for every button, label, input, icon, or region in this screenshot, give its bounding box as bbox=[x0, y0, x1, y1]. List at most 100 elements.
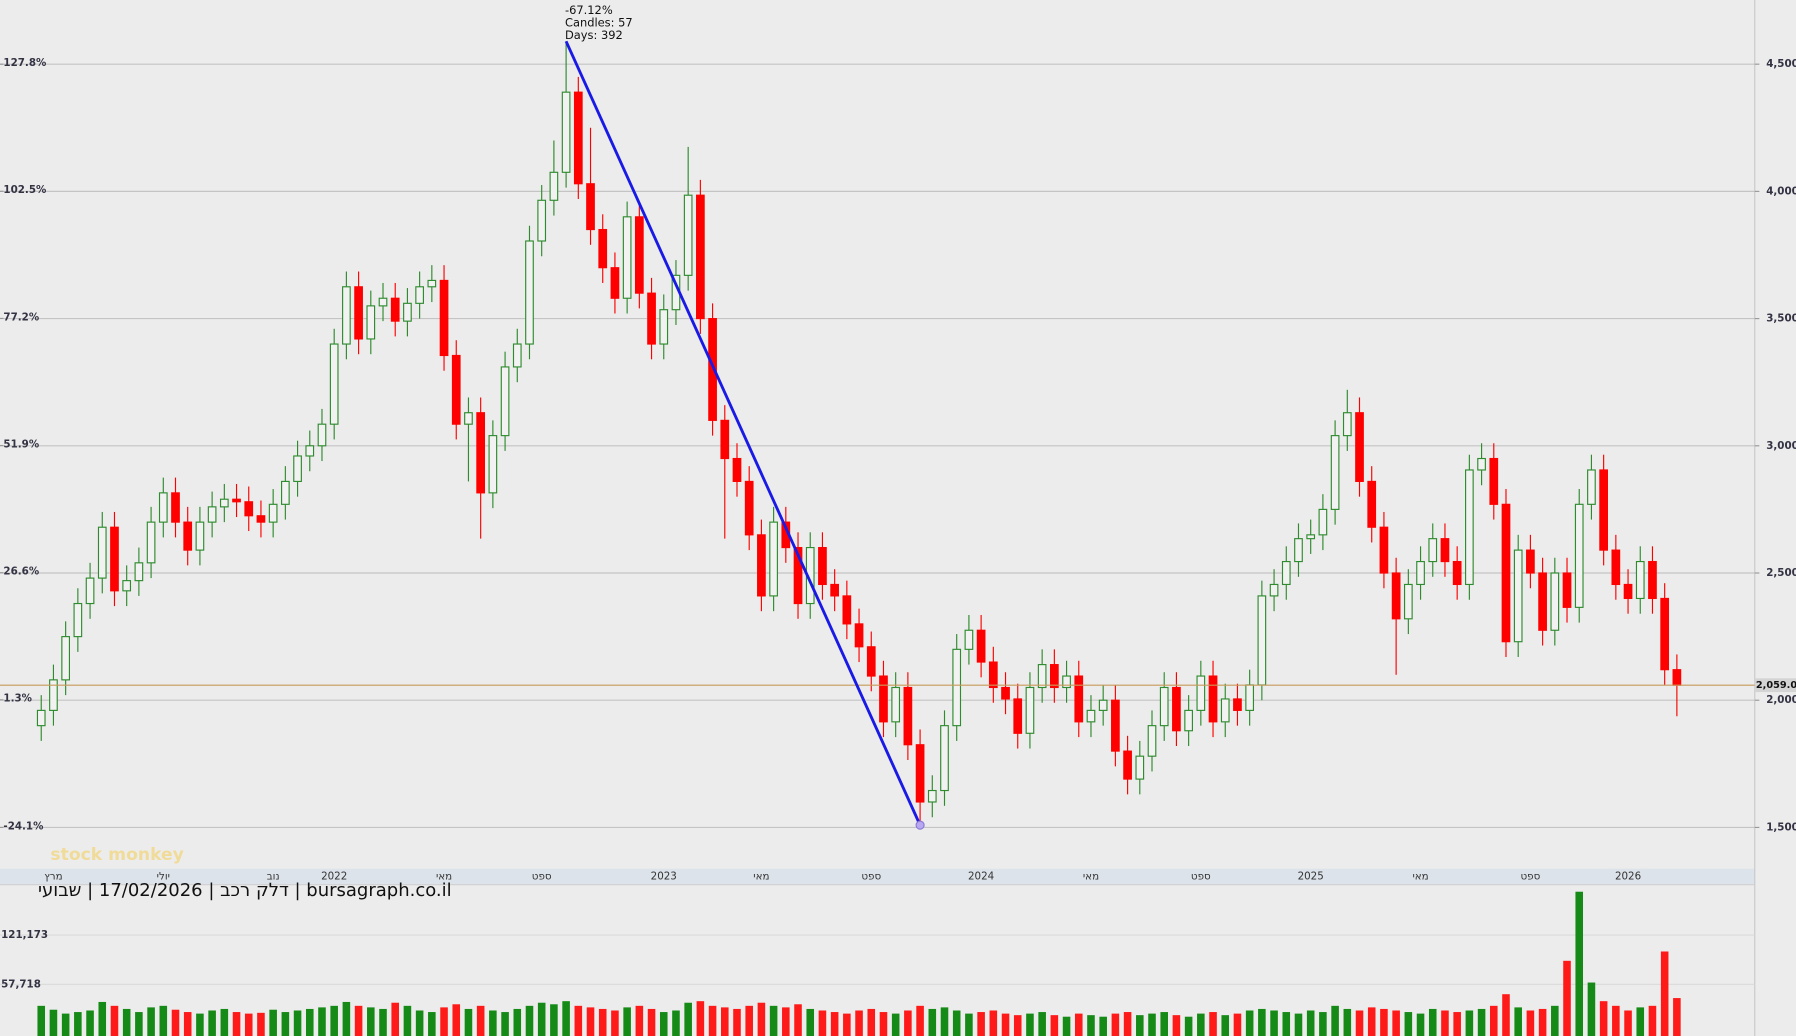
candle-body bbox=[757, 534, 766, 597]
candle-body bbox=[1111, 699, 1120, 752]
candle-body bbox=[1294, 538, 1303, 563]
candle-body bbox=[866, 646, 876, 677]
candle-body bbox=[1501, 503, 1511, 643]
candle-body bbox=[1562, 572, 1572, 608]
volume-bar bbox=[1148, 1013, 1156, 1036]
candle-body bbox=[1281, 560, 1291, 586]
volume-bar bbox=[269, 1009, 277, 1036]
candle-body bbox=[696, 194, 705, 320]
volume-bar bbox=[428, 1012, 436, 1036]
volume-bar bbox=[257, 1012, 265, 1036]
candle-body bbox=[61, 636, 71, 681]
volume-bar bbox=[1245, 1010, 1254, 1036]
candle-body bbox=[854, 623, 864, 648]
volume-bar bbox=[1001, 1013, 1010, 1036]
volume-bar bbox=[806, 1008, 815, 1036]
volume-bar bbox=[1526, 1010, 1535, 1036]
y2-tick-label: 102.5% bbox=[3, 184, 46, 196]
watermark: stock monkey bbox=[50, 845, 183, 865]
candle-body bbox=[622, 216, 632, 299]
volume-bar bbox=[281, 1012, 290, 1036]
volume-bar bbox=[1099, 1016, 1107, 1036]
y-tick-label: 3,000 bbox=[1766, 440, 1796, 452]
volume-bar bbox=[1184, 1016, 1193, 1036]
volume-bar bbox=[1587, 982, 1596, 1036]
candle-body bbox=[219, 498, 229, 508]
volume-bar bbox=[611, 1010, 619, 1036]
candle-body bbox=[415, 286, 424, 304]
candle-body bbox=[1574, 503, 1584, 608]
volume-bar bbox=[1392, 1010, 1400, 1036]
candle-body bbox=[1672, 669, 1682, 686]
candle-body bbox=[317, 423, 327, 447]
candle-body bbox=[366, 305, 376, 340]
volume-bar bbox=[208, 1010, 216, 1036]
volume-bar bbox=[1673, 998, 1681, 1036]
volume-bar bbox=[672, 1010, 680, 1036]
y-tick-label: 1,500 bbox=[1766, 821, 1796, 833]
candle-body bbox=[329, 343, 339, 425]
candle-body bbox=[256, 515, 266, 523]
x-tick-label: ספט bbox=[861, 871, 881, 883]
candle-body bbox=[1440, 538, 1450, 563]
volume-bar bbox=[354, 1005, 363, 1036]
candle-body bbox=[1416, 560, 1425, 586]
candle-body bbox=[1477, 457, 1486, 471]
volume-bar bbox=[1465, 1010, 1474, 1036]
volume-bar bbox=[647, 1008, 656, 1036]
volume-bar bbox=[965, 1013, 973, 1036]
x-tick-label: 2023 bbox=[651, 871, 677, 883]
volume-bar bbox=[476, 1005, 485, 1036]
y-tick-label: 2,500 bbox=[1766, 567, 1796, 579]
candle-body bbox=[610, 267, 620, 299]
candle-body bbox=[183, 521, 193, 551]
volume-bar bbox=[1306, 1010, 1315, 1036]
candle-body bbox=[573, 91, 583, 185]
volume-bar bbox=[1282, 1012, 1291, 1036]
last-price-label: 2,059.00 bbox=[1756, 680, 1796, 691]
candle-body bbox=[891, 686, 901, 723]
volume-bar bbox=[220, 1008, 229, 1036]
trendline bbox=[564, 40, 922, 826]
volume-bar bbox=[1136, 1015, 1144, 1036]
volume-bar bbox=[159, 1005, 168, 1036]
candle-body bbox=[97, 526, 107, 579]
candle-body bbox=[1355, 412, 1364, 482]
volume-bar bbox=[147, 1007, 155, 1036]
candle-body bbox=[403, 302, 412, 322]
candle-body bbox=[512, 343, 522, 368]
candle-body bbox=[1403, 583, 1413, 620]
candle-body bbox=[598, 228, 608, 269]
volume-bar bbox=[1477, 1008, 1486, 1036]
volume-bar bbox=[1172, 1015, 1181, 1036]
candle-body bbox=[1184, 709, 1193, 732]
volume-bar bbox=[721, 1007, 729, 1036]
volume-tick-label: 57,718 bbox=[1, 978, 41, 990]
candle-body bbox=[146, 521, 156, 564]
candle-body bbox=[927, 789, 937, 803]
candle-body bbox=[549, 171, 559, 201]
candle-body bbox=[439, 279, 449, 357]
volume-bar bbox=[293, 1010, 302, 1036]
volume-bar bbox=[855, 1010, 863, 1036]
candle-body bbox=[1538, 572, 1547, 631]
volume-bar bbox=[1233, 1013, 1242, 1036]
x-tick-label: 2022 bbox=[321, 871, 347, 883]
candle-body bbox=[561, 91, 571, 173]
volume-bar bbox=[1648, 1005, 1657, 1036]
candle-body bbox=[1208, 675, 1218, 723]
volume-bar bbox=[574, 1005, 583, 1036]
volume-bar bbox=[1221, 1015, 1230, 1036]
candle-body bbox=[940, 725, 949, 792]
candle-body bbox=[1037, 664, 1047, 689]
volume-bar bbox=[464, 1008, 473, 1036]
candle-body bbox=[1257, 595, 1267, 686]
volume-bar bbox=[1331, 1005, 1339, 1036]
volume-bar bbox=[794, 1004, 802, 1036]
volume-bar bbox=[330, 1005, 338, 1036]
candle-body bbox=[683, 194, 693, 276]
candle-body bbox=[1001, 686, 1010, 700]
last-price-box bbox=[1754, 678, 1796, 693]
volume-bar bbox=[452, 1004, 461, 1036]
